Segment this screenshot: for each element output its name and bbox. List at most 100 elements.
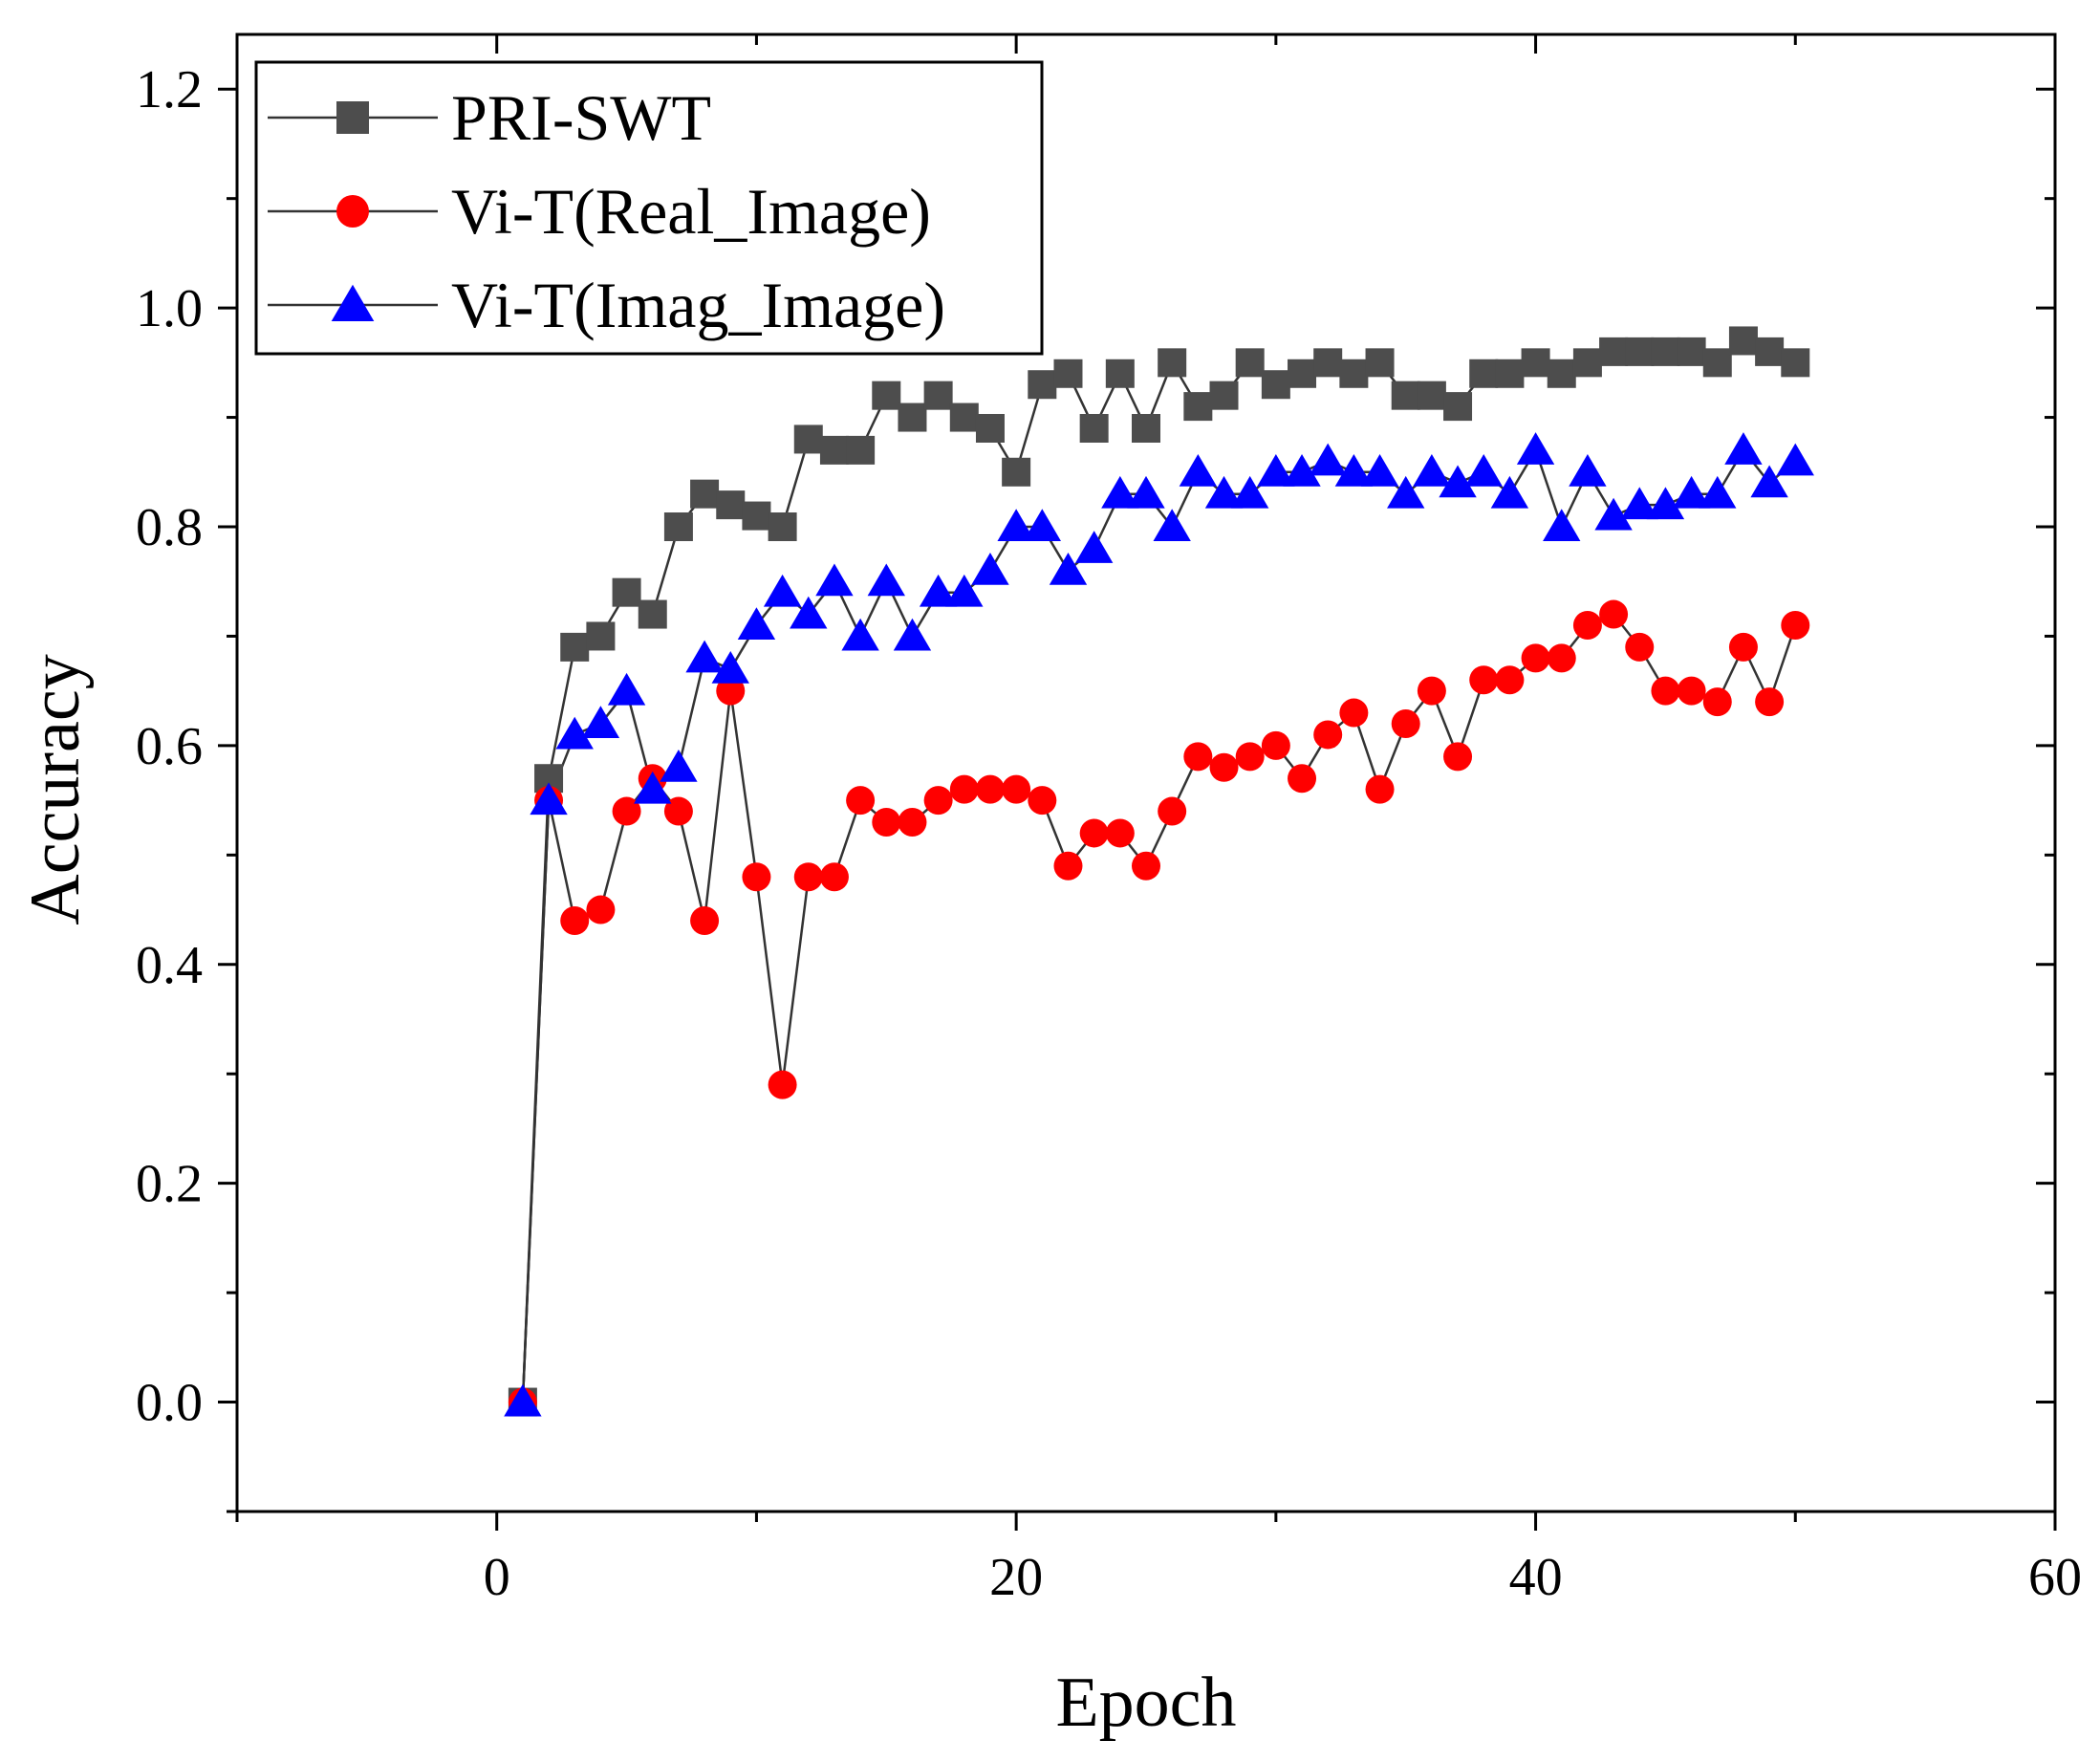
series-2-point — [923, 786, 953, 816]
series-3-point — [1309, 443, 1347, 476]
y-axis-title: Accuracy — [16, 654, 95, 925]
series-1-point — [1521, 348, 1550, 378]
series-1-point — [1547, 359, 1576, 388]
series-2-point — [1158, 796, 1187, 826]
series-1-point — [949, 402, 979, 432]
series-3-point — [1620, 487, 1658, 520]
series-2-point — [1572, 611, 1602, 640]
series-1-point — [586, 621, 616, 651]
series-3-point — [1230, 475, 1269, 509]
series-1-point — [1443, 392, 1473, 422]
series-1-point — [1288, 359, 1317, 388]
series-3-point — [815, 563, 854, 597]
series-1-point — [1339, 359, 1369, 388]
series-3-point — [997, 509, 1035, 541]
series-1-point — [1781, 348, 1810, 378]
series-2-point — [1755, 687, 1785, 717]
series-3-point — [1646, 487, 1685, 520]
series-3-point — [1724, 432, 1763, 465]
series-2-point — [1702, 687, 1732, 717]
series-1-point — [1651, 337, 1680, 366]
series-3-point — [945, 574, 984, 607]
series-2-point — [1028, 786, 1057, 816]
series-3-point — [1594, 497, 1633, 531]
series-1-point — [1728, 326, 1758, 356]
legend-label-1: PRI-SWT — [451, 81, 711, 154]
series-1-point — [768, 512, 797, 541]
plot-frame — [235, 33, 2057, 1513]
series-1-point — [1105, 359, 1135, 388]
series-3-point — [1750, 465, 1788, 498]
series-markers — [504, 326, 1814, 1417]
series-1-point — [1028, 370, 1057, 400]
series-2-point — [1651, 676, 1680, 706]
series-3-point — [1439, 465, 1477, 498]
series-3-point — [1257, 454, 1295, 487]
series-2-point — [1235, 742, 1265, 772]
y-tick-label: 0.6 — [136, 717, 203, 776]
series-1-point — [898, 402, 927, 432]
series-1-point — [872, 381, 901, 410]
series-3-point — [685, 640, 724, 673]
series-1-point — [1209, 381, 1239, 410]
series-2-point — [1105, 818, 1135, 848]
series-3-point — [1023, 509, 1062, 541]
series-3-point — [1543, 509, 1581, 541]
series-3-point — [893, 618, 932, 651]
series-2-point — [663, 796, 693, 826]
series-1-point — [638, 599, 667, 629]
series-1-point — [1313, 348, 1343, 378]
series-1-point — [1132, 414, 1160, 443]
series-3-point — [1049, 553, 1088, 585]
series-1-point — [1158, 348, 1187, 378]
series-2-point — [898, 808, 927, 837]
series-2-point — [612, 796, 641, 826]
series-2-point — [1313, 720, 1343, 750]
series-3-point — [581, 706, 620, 738]
series-2-point — [1443, 742, 1473, 772]
series-3-point — [530, 782, 568, 816]
series-1-point — [846, 435, 876, 465]
series-2-point — [1521, 643, 1550, 673]
series-2-point — [560, 906, 590, 935]
series-2-point — [1132, 851, 1160, 881]
series-2-point — [1079, 818, 1109, 848]
series-2-point — [1261, 730, 1290, 760]
series-1-point — [716, 490, 746, 520]
series-1-point — [1053, 359, 1083, 388]
series-1-point — [1183, 392, 1213, 422]
series-3-point — [971, 553, 1009, 585]
legend-marker-3 — [331, 284, 375, 321]
series-3-point — [790, 596, 828, 629]
series-3-point — [504, 1383, 542, 1417]
series-1-point — [612, 577, 641, 607]
x-tick-label: 40 — [1509, 1548, 1563, 1607]
legend-label-2: Vi-T(Real_Image) — [451, 175, 931, 248]
series-2-point — [1365, 774, 1395, 804]
y-tick-label: 0.0 — [136, 1374, 203, 1433]
series-2-point — [1339, 698, 1369, 728]
series-1-point — [742, 501, 771, 531]
series-1-point — [1391, 381, 1420, 410]
x-tick-label: 0 — [484, 1548, 510, 1607]
tick-labels: 0 20 40 60 0.0 0.2 0.4 0.6 0.8 1.0 1.2 — [136, 60, 2082, 1607]
series-3-point — [1464, 454, 1503, 487]
series-1-point — [690, 479, 720, 509]
series-3-point — [841, 618, 879, 651]
series-1-point — [1365, 348, 1395, 378]
series-2-point — [1209, 752, 1239, 782]
series-2-point — [793, 862, 823, 892]
series-2-point — [975, 774, 1005, 804]
series-3-point — [1672, 475, 1711, 509]
series-3-point — [1127, 475, 1165, 509]
series-2-point — [768, 1070, 797, 1099]
y-tick-label: 1.2 — [136, 60, 203, 120]
series-3-point — [555, 716, 594, 750]
y-tick-label: 0.2 — [136, 1155, 203, 1214]
series-3-point — [1334, 454, 1374, 487]
series-2-point — [846, 786, 876, 816]
series-1-point — [1079, 414, 1109, 443]
series-3-point — [737, 607, 776, 640]
series-1-point — [1469, 359, 1499, 388]
